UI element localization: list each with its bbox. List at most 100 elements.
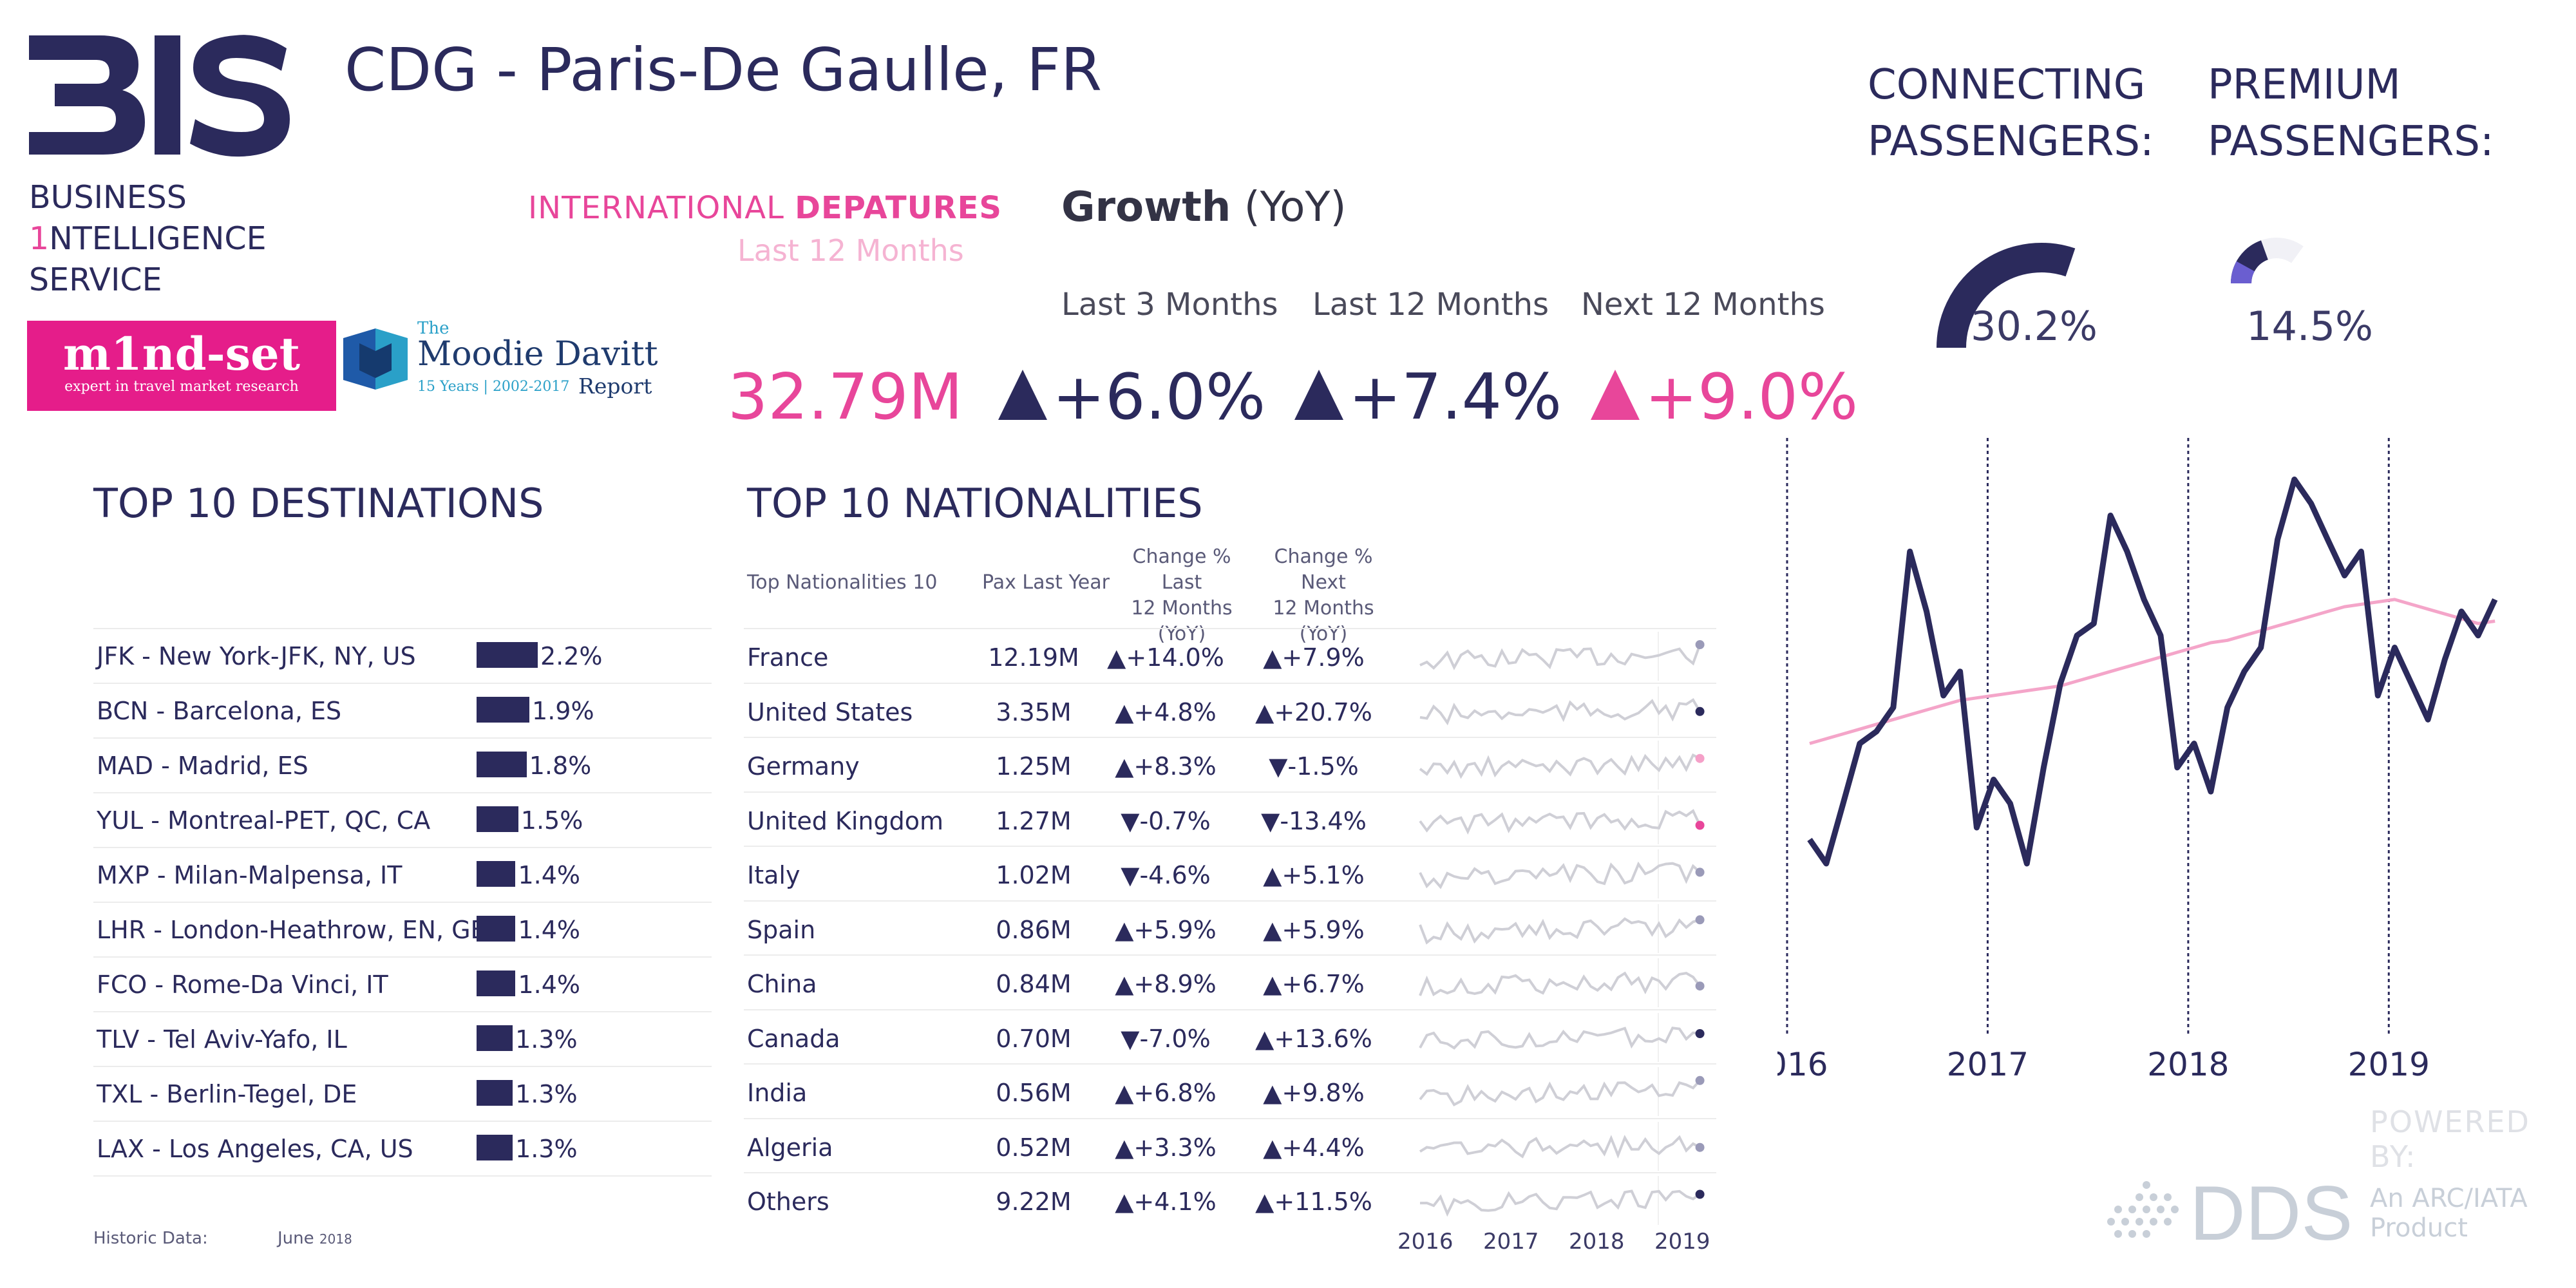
- destination-row: LHR - London-Heathrow, EN, GB 1.4%: [93, 902, 712, 956]
- nationalities-title: TOP 10 NATIONALITIES: [747, 480, 1203, 527]
- nationality-sparkline: [1419, 904, 1705, 953]
- nationality-name: Canada: [747, 1024, 840, 1053]
- destination-pct: 1.4%: [518, 861, 580, 889]
- moodie-years: 15 Years | 2002-2017: [417, 379, 570, 395]
- destination-bar: [477, 642, 538, 668]
- historic-value: June: [278, 1229, 314, 1248]
- destination-row: LAX - Los Angeles, CA, US 1.3%: [93, 1121, 712, 1177]
- destination-name: TLV - Tel Aviv-Yafo, IL: [97, 1025, 347, 1054]
- nationality-pax: 0.84M: [996, 970, 1072, 998]
- sparkline-end-dot: [1695, 981, 1705, 991]
- sparkline-end-dot: [1695, 1189, 1705, 1199]
- mindset-logo: m1nd-set expert in travel market researc…: [27, 321, 336, 411]
- nationality-next: ▲+5.1%: [1263, 861, 1365, 889]
- sparkline-end-dot: [1695, 706, 1705, 716]
- connecting-label-1: CONNECTING: [1868, 61, 2146, 109]
- dds-dot: [2164, 1218, 2172, 1226]
- destination-row: YUL - Montreal-PET, QC, CA 1.5%: [93, 792, 712, 847]
- dds-dot: [2150, 1218, 2157, 1226]
- nationality-last: ▲+4.1%: [1115, 1188, 1217, 1216]
- bis-line-3: SERVICE: [29, 261, 162, 298]
- sparkline-path: [1419, 753, 1701, 779]
- nationality-last: ▲+5.9%: [1115, 915, 1217, 944]
- dds-logo-text: DDS: [2190, 1170, 2353, 1256]
- destination-pct: 1.3%: [515, 1135, 578, 1163]
- sparkline-end-dot: [1695, 1142, 1705, 1152]
- nationality-row: Germany 1.25M ▲+8.3% ▼-1.5%: [744, 737, 1716, 792]
- x-tick-label: 2018: [2147, 1046, 2229, 1083]
- destination-bar: [477, 1025, 513, 1051]
- historic-label: Historic Data:: [93, 1229, 208, 1248]
- nationality-sparkline: [1419, 1121, 1705, 1171]
- period-last-12: Last 12 Months: [1312, 287, 1549, 323]
- nationality-name: Spain: [747, 915, 816, 944]
- sparkline-end-dot: [1695, 1075, 1705, 1085]
- powered-by-label: POWERED BY:: [2370, 1104, 2530, 1174]
- nationality-next: ▲+13.6%: [1255, 1024, 1372, 1053]
- growth-last-12-value: +7.4%: [1349, 361, 1562, 434]
- nationality-pax: 0.52M: [996, 1133, 1072, 1162]
- destination-bar: [477, 1080, 513, 1106]
- sparkline-year-label: 2017: [1483, 1229, 1539, 1255]
- sparkline-end-dot: [1695, 1028, 1705, 1038]
- sparkline-end-dot: [1695, 820, 1705, 829]
- sparkline-path: [1419, 644, 1701, 670]
- dds-dot: [2121, 1218, 2129, 1226]
- nationality-pax: 9.22M: [996, 1188, 1072, 1216]
- up-triangle-icon: [1294, 370, 1343, 420]
- nationality-name: Italy: [747, 861, 800, 889]
- dds-dot: [2171, 1206, 2179, 1213]
- destination-bar: [477, 861, 516, 887]
- period-last-3: Last 3 Months: [1061, 287, 1278, 323]
- bis-line-2: 1NTELLIGENCE: [29, 220, 267, 257]
- nationality-next: ▲+6.7%: [1263, 970, 1365, 998]
- destination-pct: 1.4%: [518, 971, 580, 999]
- dds-dot: [2143, 1206, 2150, 1213]
- destination-row: TLV - Tel Aviv-Yafo, IL 1.3%: [93, 1011, 712, 1066]
- nationality-row: United Kingdom 1.27M ▼-0.7% ▼-13.4%: [744, 791, 1716, 847]
- nationality-pax: 1.25M: [996, 752, 1072, 781]
- bis-line-1: BUSINESS: [29, 179, 187, 216]
- nationality-row: China 0.84M ▲+8.9% ▲+6.7%: [744, 954, 1716, 1010]
- sparkline-path: [1419, 808, 1701, 835]
- sparkline-end-dot: [1695, 753, 1705, 763]
- nat-header-change-last: Change % Last 12 Months (YoY): [1111, 544, 1253, 647]
- growth-next-12-value: +9.0%: [1645, 361, 1859, 434]
- connecting-label-2: PASSENGERS:: [1868, 118, 2154, 166]
- historic-year: 2018: [319, 1231, 352, 1247]
- destination-row: MXP - Milan-Malpensa, IT 1.4%: [93, 847, 712, 902]
- nationality-row: Spain 0.86M ▲+5.9% ▲+5.9%: [744, 900, 1716, 956]
- nationality-sparkline: [1419, 1176, 1705, 1225]
- sparkline-path: [1419, 916, 1701, 945]
- destination-row: FCO - Rome-Da Vinci, IT 1.4%: [93, 956, 712, 1011]
- growth-last-3: +6.0%: [998, 361, 1265, 434]
- intl-label: INTERNATIONAL: [528, 190, 784, 226]
- moodie-report: Report: [578, 374, 652, 399]
- nationality-sparkline: [1419, 1067, 1705, 1116]
- dds-dot: [2157, 1206, 2164, 1213]
- bis-subtitle: BUSINESS 1NTELLIGENCE SERVICE: [29, 177, 267, 301]
- nationality-last: ▼-0.7%: [1121, 806, 1211, 835]
- nationality-name: Germany: [747, 752, 860, 781]
- up-triangle-icon: [998, 370, 1047, 420]
- nationality-sparkline: [1419, 632, 1705, 681]
- dds-subtitle: An ARC/IATA Product: [2370, 1184, 2528, 1243]
- destination-bar: [477, 1135, 513, 1160]
- monthly-passengers-line-chart: 2016 2017 2018 2019: [1777, 438, 2498, 1083]
- growth-last-3-value: +6.0%: [1052, 361, 1266, 434]
- destination-bar: [477, 806, 518, 832]
- nationality-next: ▲+11.5%: [1255, 1188, 1372, 1216]
- destination-bar: [477, 697, 530, 723]
- destination-pct: 1.5%: [520, 806, 583, 835]
- dds-dot: [2114, 1206, 2122, 1213]
- dds-dot: [2150, 1193, 2157, 1201]
- destination-name: FCO - Rome-Da Vinci, IT: [97, 971, 388, 999]
- nationality-name: Algeria: [747, 1133, 833, 1162]
- period-next-12: Next 12 Months: [1581, 287, 1825, 323]
- nationality-pax: 3.35M: [996, 697, 1072, 726]
- sparkline-year-label: 2018: [1569, 1229, 1625, 1255]
- nationality-next: ▼-13.4%: [1261, 806, 1367, 835]
- sparkline-path: [1419, 861, 1701, 889]
- growth-label: Growth: [1061, 184, 1231, 231]
- nationality-last: ▲+14.0%: [1107, 643, 1224, 672]
